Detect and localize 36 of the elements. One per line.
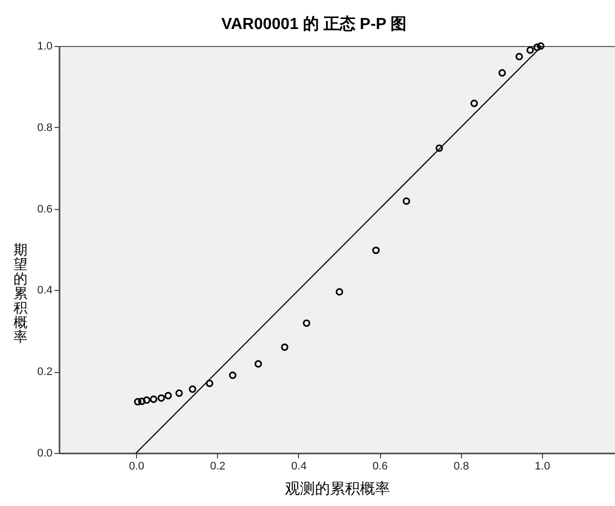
point (188, 385, 196, 393)
point (175, 389, 183, 397)
point (150, 396, 158, 403)
chart-title: VAR00001 的 正态 P-P 图 (221, 14, 407, 33)
x-tick-label: 0.6 (372, 460, 388, 472)
point (142, 396, 150, 404)
point (280, 343, 288, 351)
x-tick-label: 1.0 (534, 460, 550, 472)
x-axis-title: 观测的累积概率 (285, 480, 390, 498)
x-tick-label: 0.0 (128, 460, 144, 472)
y-tick-label: 0.2 (37, 366, 52, 378)
point (138, 398, 146, 406)
point (158, 394, 165, 402)
x-tick-label: 0.8 (454, 460, 469, 472)
y-tick-label: 0.8 (37, 122, 52, 134)
point (498, 69, 506, 77)
x-tick-label: 0.4 (291, 460, 307, 472)
point (302, 319, 310, 327)
point (436, 144, 443, 152)
x-tick-label: 0.2 (210, 460, 226, 472)
y-tick-label: 0.4 (37, 284, 52, 297)
point (402, 197, 410, 205)
point (228, 372, 236, 379)
point (336, 288, 344, 296)
y-axis-title: 期望的累积概率 (14, 242, 28, 344)
point (164, 392, 172, 400)
y-tick-label: 0.6 (37, 203, 52, 216)
y-tick-label: 1.0 (37, 40, 52, 52)
y-tick-label: 0.0 (37, 448, 52, 460)
point (470, 100, 478, 108)
point (516, 52, 523, 60)
point (526, 46, 534, 54)
point (254, 360, 262, 368)
point (206, 380, 214, 388)
point (372, 246, 380, 254)
point (134, 398, 142, 406)
